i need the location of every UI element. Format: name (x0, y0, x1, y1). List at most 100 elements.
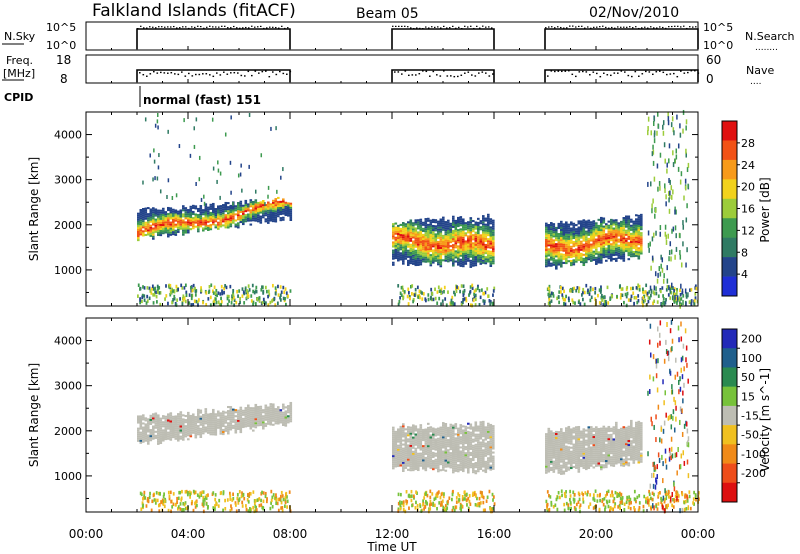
velocity-cell (472, 467, 475, 470)
power-cell (474, 235, 478, 238)
velocity-cell (257, 412, 260, 415)
velocity-cell (464, 446, 468, 449)
velocity-cell (454, 467, 458, 470)
velocity-cell (394, 449, 398, 452)
nsky-tick (617, 26, 619, 28)
power-cell (247, 213, 250, 216)
velocity-cell (169, 438, 173, 441)
velocity-cell (167, 415, 170, 418)
velocity-cell (484, 448, 488, 451)
power-speckle (665, 288, 668, 292)
velocity-cell (212, 417, 215, 420)
power-cell (192, 223, 195, 226)
power-cell (237, 208, 240, 211)
power-cell (409, 251, 413, 255)
velocity-cell (459, 454, 463, 457)
velocity-cell (449, 441, 453, 445)
power-cell (429, 233, 433, 236)
nsky-tick (224, 25, 226, 27)
power-cell (545, 255, 548, 258)
power-cell (547, 240, 551, 243)
power-speckle (427, 297, 430, 302)
power-cell (187, 225, 190, 228)
power-cell (189, 215, 193, 219)
power-speckle (605, 301, 608, 306)
velocity-cell (222, 418, 225, 421)
velocity-cell (427, 453, 430, 456)
power-cell (477, 232, 480, 235)
power-cell (459, 262, 463, 265)
power-cell (429, 262, 433, 265)
power-speckle (562, 297, 565, 302)
velocity-cell (187, 419, 190, 423)
velocity-cell (464, 439, 468, 443)
power-speckle (167, 301, 169, 306)
velocity-cell (409, 448, 413, 451)
power-cell (399, 242, 403, 245)
power-cell (572, 249, 576, 252)
power-cell (562, 257, 566, 260)
nave-point (429, 75, 431, 77)
power-cell (617, 240, 621, 243)
power-cell (452, 250, 455, 253)
power-speckle (571, 289, 574, 293)
power-cell (417, 263, 420, 266)
velocity-cell (449, 460, 453, 463)
power-cell (464, 240, 468, 243)
power-cell (469, 247, 473, 250)
power-cell (454, 244, 458, 247)
power-cell (164, 227, 168, 230)
power-cell (587, 221, 591, 224)
velocity-cell (269, 411, 273, 414)
power-speckle (669, 288, 672, 294)
power-cell (484, 260, 488, 263)
velocity-cell (249, 411, 253, 414)
velocity-cell (419, 458, 423, 461)
power-cell (479, 262, 483, 265)
power-speckle (216, 179, 218, 184)
power-cell (422, 252, 425, 255)
nave-point (275, 73, 278, 76)
power-speckle (248, 164, 250, 169)
power-speckle (217, 168, 220, 173)
power-speckle (149, 289, 152, 293)
power-cell (489, 220, 493, 223)
power-cell (252, 200, 255, 204)
velocity-cell (447, 453, 450, 456)
velocity-cell (222, 422, 225, 425)
power-cell (472, 242, 475, 245)
power-cell (555, 267, 558, 270)
power-speckle (145, 301, 148, 305)
power-cell (632, 255, 636, 258)
power-cell (252, 205, 255, 208)
power-cell (477, 260, 480, 263)
power-cell (482, 229, 485, 232)
velocity-cell (137, 429, 140, 432)
power-cell (582, 235, 586, 238)
velocity-cell (437, 437, 440, 440)
power-cell (417, 251, 420, 254)
power-cell (402, 244, 405, 247)
velocity-cell (159, 417, 163, 420)
power-cell (607, 234, 611, 237)
power-cell (187, 209, 190, 212)
power-cell (217, 215, 220, 218)
power-cell (407, 225, 410, 228)
velocity-cell (214, 421, 218, 424)
velocity-cell (459, 456, 463, 459)
power-speckle (144, 117, 147, 122)
velocity-cell (392, 465, 395, 468)
power-cell (562, 233, 566, 236)
power-cell (640, 215, 643, 218)
power-cell (432, 239, 435, 242)
nsky-tick (641, 27, 643, 29)
power-speckle (181, 286, 184, 290)
power-cell (600, 225, 603, 228)
velocity-cell (417, 440, 420, 443)
power-cell (189, 217, 193, 221)
power-cell (640, 221, 643, 225)
power-cell (142, 230, 145, 233)
power-cell (595, 240, 598, 243)
velocity-cell (399, 442, 403, 445)
velocity-cell (449, 423, 453, 426)
